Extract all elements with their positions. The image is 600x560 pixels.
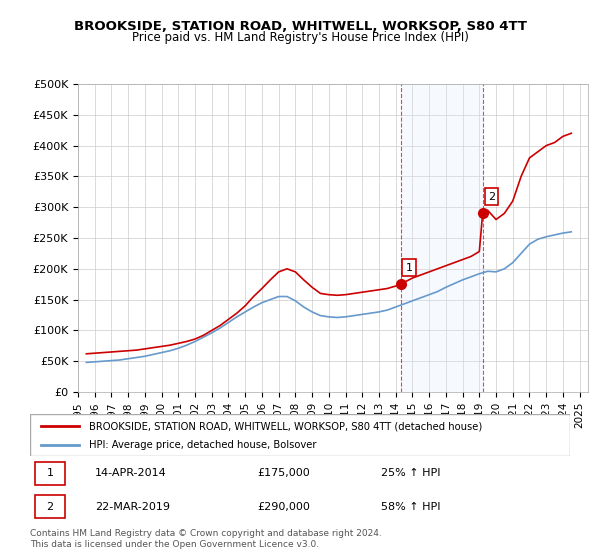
Text: BROOKSIDE, STATION ROAD, WHITWELL, WORKSOP, S80 4TT (detached house): BROOKSIDE, STATION ROAD, WHITWELL, WORKS… [89, 421, 482, 431]
Text: 1: 1 [406, 263, 413, 273]
Text: HPI: Average price, detached house, Bolsover: HPI: Average price, detached house, Bols… [89, 440, 317, 450]
FancyBboxPatch shape [35, 495, 65, 519]
Text: 2: 2 [46, 502, 53, 512]
FancyBboxPatch shape [30, 414, 570, 456]
Text: Price paid vs. HM Land Registry's House Price Index (HPI): Price paid vs. HM Land Registry's House … [131, 31, 469, 44]
Text: BROOKSIDE, STATION ROAD, WHITWELL, WORKSOP, S80 4TT: BROOKSIDE, STATION ROAD, WHITWELL, WORKS… [74, 20, 527, 32]
Bar [401, 84, 483, 392]
Text: 58% ↑ HPI: 58% ↑ HPI [381, 502, 440, 512]
Text: Contains HM Land Registry data © Crown copyright and database right 2024.
This d: Contains HM Land Registry data © Crown c… [30, 529, 382, 549]
Text: 1: 1 [46, 468, 53, 478]
Text: £290,000: £290,000 [257, 502, 310, 512]
FancyBboxPatch shape [35, 462, 65, 485]
Text: 25% ↑ HPI: 25% ↑ HPI [381, 468, 440, 478]
Text: 22-MAR-2019: 22-MAR-2019 [95, 502, 170, 512]
Text: 14-APR-2014: 14-APR-2014 [95, 468, 167, 478]
Text: £175,000: £175,000 [257, 468, 310, 478]
Text: 2: 2 [488, 192, 495, 202]
